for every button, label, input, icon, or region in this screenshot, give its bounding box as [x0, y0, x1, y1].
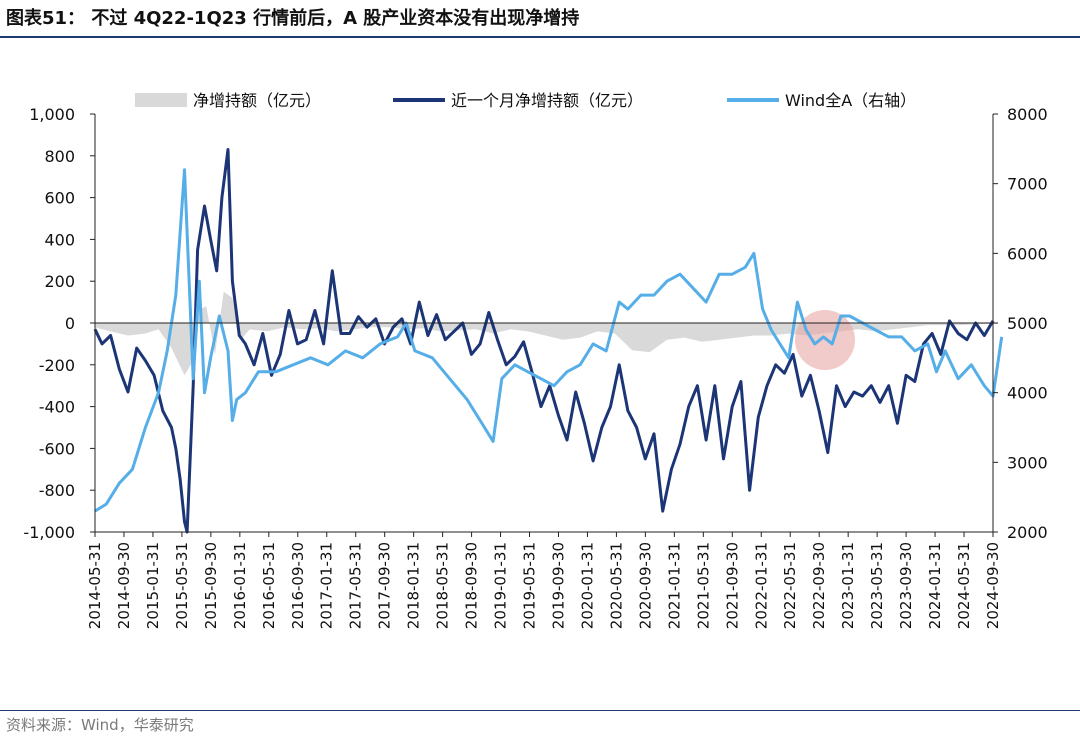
x-tick-label: 2020-01-31: [578, 542, 596, 629]
left-tick-label: 1,000: [29, 105, 75, 124]
left-tick-label: 800: [44, 147, 75, 166]
left-tick-label: -600: [39, 439, 75, 458]
title-divider: [0, 36, 1080, 38]
x-tick-label: 2017-09-30: [376, 542, 394, 629]
x-tick-label: 2020-05-31: [607, 542, 625, 629]
x-tick-label: 2021-09-30: [723, 542, 741, 629]
chart-title: 图表51： 不过 4Q22-1Q23 行情前后，A 股产业资本没有出现净增持: [6, 8, 580, 29]
left-tick-label: 400: [44, 230, 75, 249]
x-tick-label: 2018-09-30: [463, 542, 481, 629]
right-tick-label: 5000: [1007, 314, 1048, 333]
x-tick-label: 2018-01-31: [405, 542, 423, 629]
x-tick-label: 2016-01-31: [231, 542, 249, 629]
x-tick-label: 2022-09-30: [810, 542, 828, 629]
left-tick-label: -200: [39, 356, 75, 375]
x-tick-label: 2023-09-30: [897, 542, 915, 629]
x-tick-label: 2015-05-31: [173, 542, 191, 629]
plot-area: [93, 148, 1004, 534]
x-tick-label: 2019-09-30: [549, 542, 567, 629]
left-tick-label: 200: [44, 272, 75, 291]
legend-label: 近一个月净增持额（亿元）: [451, 91, 643, 110]
right-tick-label: 2000: [1007, 523, 1048, 542]
series-area-net-holding: [95, 291, 998, 376]
legend-label: 净增持额（亿元）: [193, 91, 321, 110]
legend-label: Wind全A（右轴）: [785, 91, 916, 110]
source-note: 资料来源：Wind，华泰研究: [6, 716, 194, 734]
x-tick-label: 2023-05-31: [868, 542, 886, 629]
x-tick-label: 2016-09-30: [289, 542, 307, 629]
x-tick-label: 2020-09-30: [636, 542, 654, 629]
left-tick-label: -800: [39, 481, 75, 500]
x-tick-label: 2014-09-30: [115, 542, 133, 629]
x-tick-label: 2015-01-31: [144, 542, 162, 629]
x-tick-label: 2022-01-31: [752, 542, 770, 629]
right-tick-label: 7000: [1007, 175, 1048, 194]
right-tick-label: 6000: [1007, 244, 1048, 263]
x-tick-label: 2022-05-31: [781, 542, 799, 629]
x-tick-label: 2017-05-31: [347, 542, 365, 629]
x-tick-label: 2019-01-31: [492, 542, 510, 629]
x-tick-label: 2021-01-31: [665, 542, 683, 629]
line-series-layer: [93, 148, 1004, 534]
x-tick-label: 2015-09-30: [202, 542, 220, 629]
area-series-layer: [95, 291, 998, 376]
x-tick-label: 2023-01-31: [839, 542, 857, 629]
right-tick-label: 8000: [1007, 105, 1048, 124]
x-tick-label: 2024-09-30: [984, 542, 1002, 629]
chart: 净增持额（亿元） 近一个月净增持额（亿元） Wind全A（右轴） 1,000 800 6…: [23, 91, 1047, 629]
legend-swatch: [135, 93, 187, 107]
axes: 1,0008006004002000-200-400-600-800-1,000…: [23, 105, 1047, 629]
source-divider: [0, 710, 1080, 711]
x-tick-label: 2019-05-31: [521, 542, 539, 629]
x-tick-label: 2024-05-31: [955, 542, 973, 629]
left-tick-label: 600: [44, 189, 75, 208]
legend: 净增持额（亿元） 近一个月净增持额（亿元） Wind全A（右轴）: [135, 91, 916, 110]
right-tick-label: 4000: [1007, 384, 1048, 403]
left-tick-label: -400: [39, 398, 75, 417]
left-tick-label: 0: [65, 314, 75, 333]
x-tick-label: 2017-01-31: [318, 542, 336, 629]
series-line-wind-all-a: [94, 168, 1004, 513]
series-line-monthly-net: [93, 148, 995, 534]
right-tick-label: 3000: [1007, 453, 1048, 472]
x-tick-label: 2016-05-31: [260, 542, 278, 629]
x-tick-label: 2021-05-31: [694, 542, 712, 629]
x-tick-label: 2018-05-31: [434, 542, 452, 629]
x-tick-label: 2024-01-31: [926, 542, 944, 629]
left-tick-label: -1,000: [23, 523, 75, 542]
x-tick-label: 2014-05-31: [86, 542, 104, 629]
